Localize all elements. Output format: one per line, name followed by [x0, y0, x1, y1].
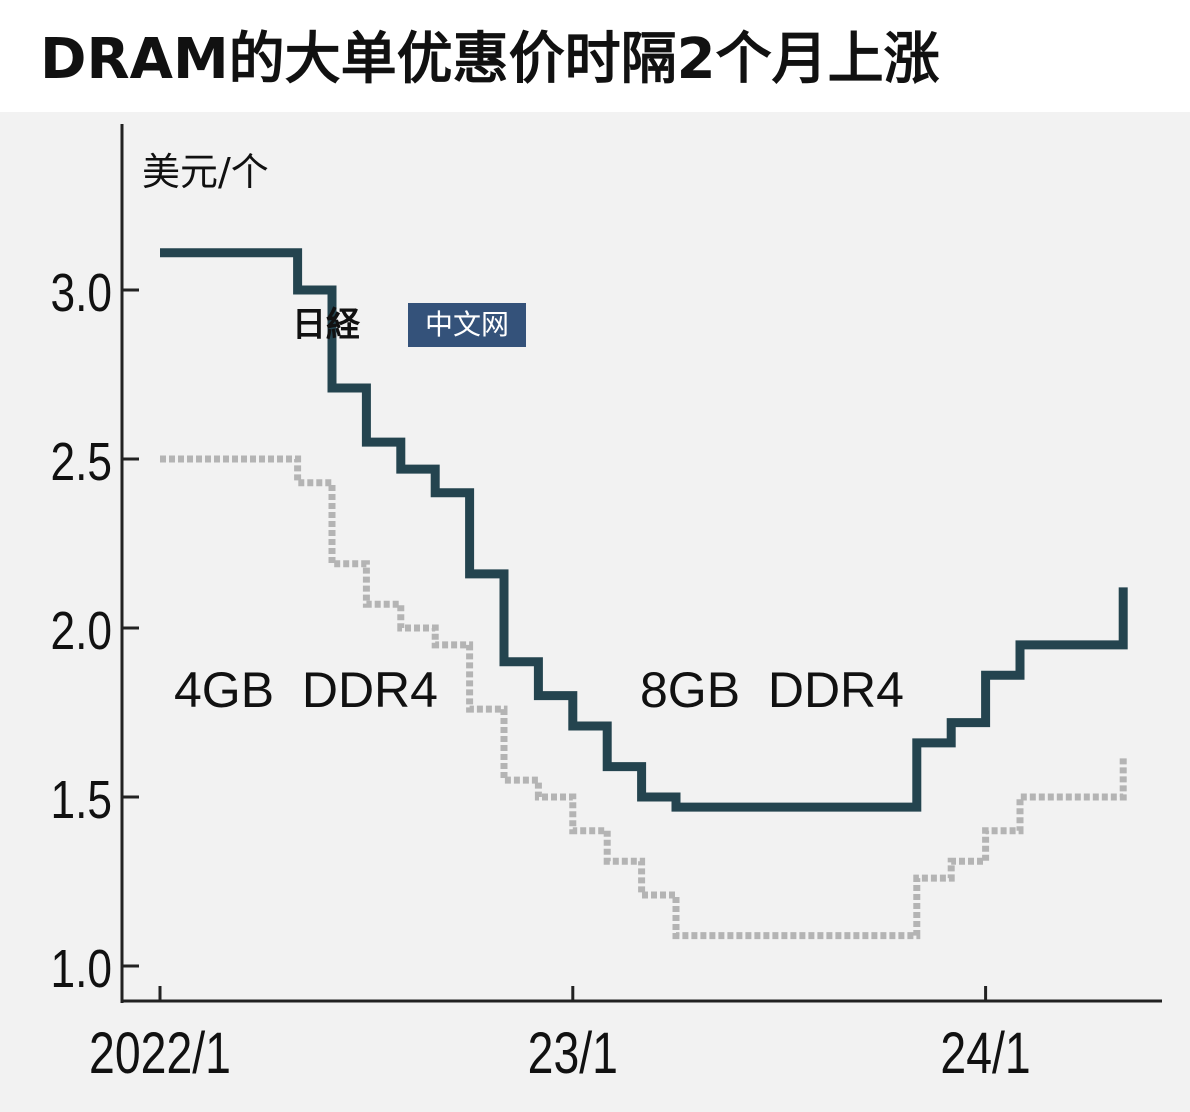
nikkei-logo-mark: 日経 — [292, 305, 360, 345]
y-tick-label: 3.0 — [50, 263, 112, 323]
y-tick-label: 1.5 — [50, 770, 112, 830]
series-layer — [160, 248, 1128, 940]
series-label-4gb: 4GB DDR4 — [174, 662, 438, 718]
x-ticks: 2022/1 23/1 24/1 — [89, 986, 1031, 1086]
y-ticks: 1.0 1.5 2.0 2.5 3.0 — [50, 263, 139, 999]
y-axis-unit-label: 美元/个 — [142, 150, 269, 194]
y-tick-label: 2.5 — [50, 432, 112, 492]
y-tick-label: 2.0 — [50, 601, 112, 661]
x-tick-label: 24/1 — [940, 1021, 1030, 1086]
x-tick-label: 23/1 — [528, 1021, 618, 1086]
chart-header: DRAM的大单优惠价时隔2个月上涨 — [0, 0, 1190, 112]
chart-panel — [0, 112, 1190, 1112]
y-tick-label: 1.0 — [50, 939, 112, 999]
x-tick-label: 2022/1 — [89, 1021, 231, 1086]
chart-title: DRAM的大单优惠价时隔2个月上涨 — [40, 27, 940, 92]
series-label-8gb: 8GB DDR4 — [640, 662, 904, 718]
series-line-4gb-ddr4 — [160, 455, 1127, 940]
series-line-8gb-ddr4 — [160, 248, 1128, 812]
chart-axes — [120, 124, 1162, 1003]
nikkei-chinese-logo-box: 中文网 — [408, 303, 526, 347]
